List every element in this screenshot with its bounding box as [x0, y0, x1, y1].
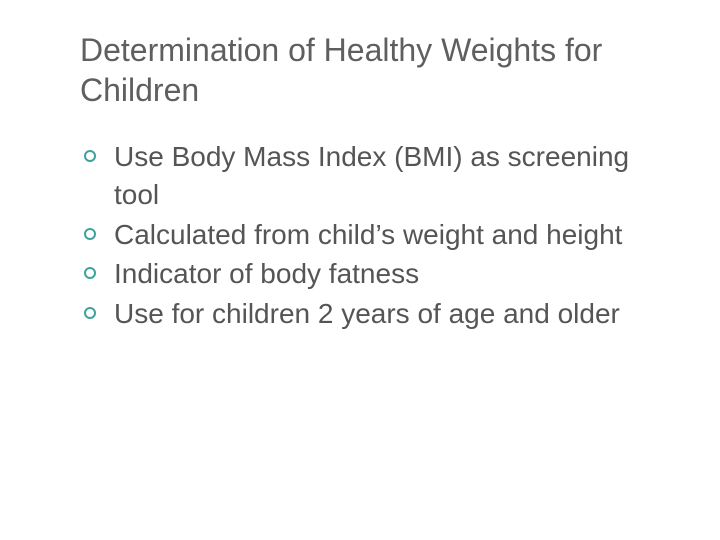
bullet-text: Use for children 2 years of age and olde…: [114, 298, 620, 329]
slide-title: Determination of Healthy Weights for Chi…: [80, 30, 660, 110]
bullet-ring-icon: [84, 307, 96, 319]
bullet-list: Use Body Mass Index (BMI) as screening t…: [80, 138, 660, 333]
bullet-text: Calculated from child’s weight and heigh…: [114, 219, 622, 250]
list-item: Use Body Mass Index (BMI) as screening t…: [80, 138, 650, 214]
bullet-ring-icon: [84, 228, 96, 240]
bullet-ring-icon: [84, 150, 96, 162]
list-item: Indicator of body fatness: [80, 255, 650, 293]
bullet-text: Use Body Mass Index (BMI) as screening t…: [114, 141, 629, 210]
slide: Determination of Healthy Weights for Chi…: [0, 0, 720, 540]
bullet-ring-icon: [84, 267, 96, 279]
bullet-text: Indicator of body fatness: [114, 258, 419, 289]
list-item: Use for children 2 years of age and olde…: [80, 295, 650, 333]
list-item: Calculated from child’s weight and heigh…: [80, 216, 650, 254]
